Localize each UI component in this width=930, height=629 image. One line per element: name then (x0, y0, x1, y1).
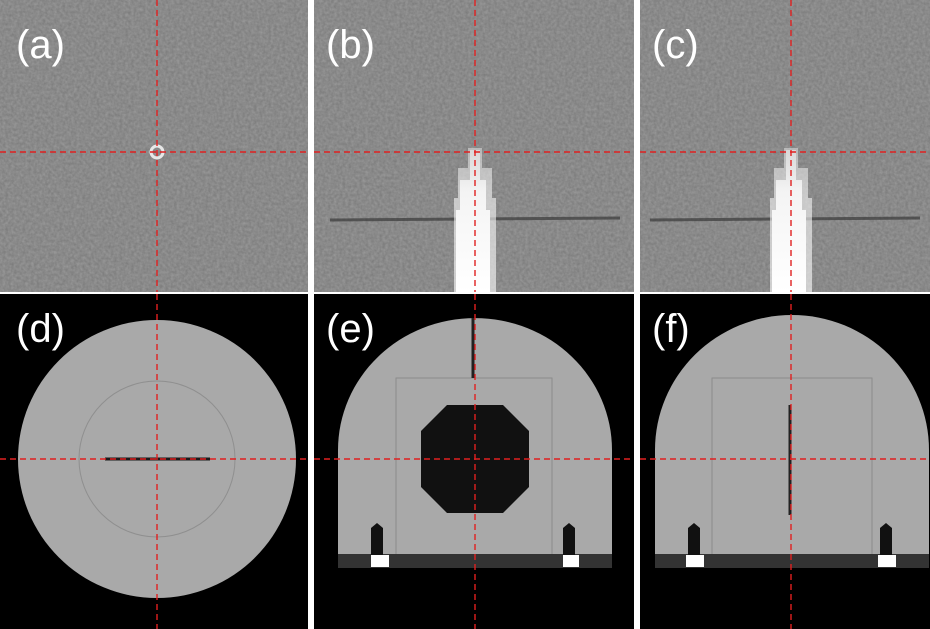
panel-a: (a) (0, 0, 308, 292)
panel-d: (d) (0, 294, 308, 629)
panel-label: (c) (652, 23, 699, 67)
panel-label: (f) (652, 307, 690, 351)
panel-f: (f) (640, 294, 930, 629)
panel-label: (d) (16, 307, 65, 351)
panel-e: (e) (314, 294, 634, 629)
panel-label: (a) (16, 23, 65, 67)
panel-label: (e) (326, 307, 375, 351)
panel-c: (c) (640, 0, 930, 292)
panel-b: (b) (314, 0, 634, 292)
panel-label: (b) (326, 23, 375, 67)
figure: (a) (b) (c) (d) (0, 0, 930, 629)
